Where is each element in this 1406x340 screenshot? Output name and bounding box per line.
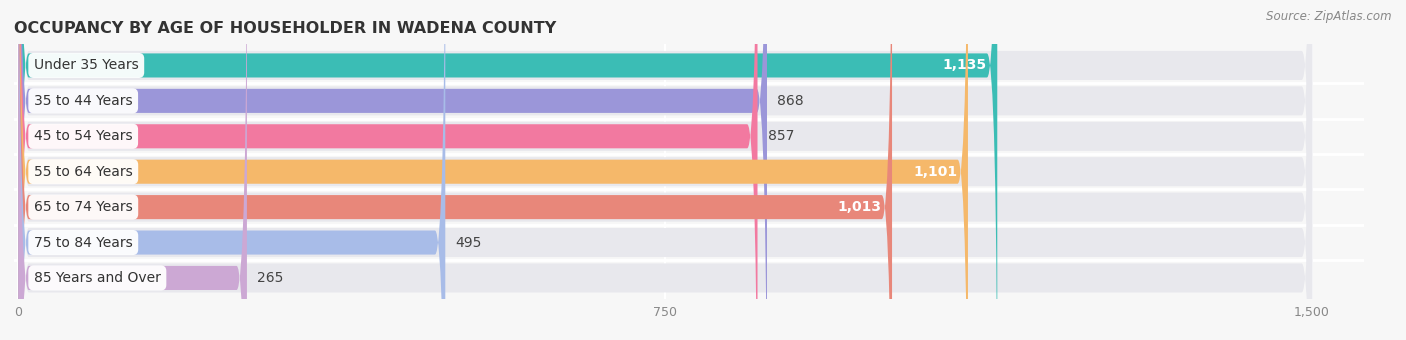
- FancyBboxPatch shape: [18, 0, 1312, 340]
- FancyBboxPatch shape: [18, 0, 1312, 340]
- Text: 45 to 54 Years: 45 to 54 Years: [34, 129, 132, 143]
- FancyBboxPatch shape: [18, 0, 1312, 340]
- FancyBboxPatch shape: [18, 0, 768, 340]
- Text: Under 35 Years: Under 35 Years: [34, 58, 139, 72]
- FancyBboxPatch shape: [18, 0, 1312, 340]
- Text: 1,101: 1,101: [914, 165, 957, 179]
- FancyBboxPatch shape: [18, 0, 997, 340]
- Text: OCCUPANCY BY AGE OF HOUSEHOLDER IN WADENA COUNTY: OCCUPANCY BY AGE OF HOUSEHOLDER IN WADEN…: [14, 21, 557, 36]
- FancyBboxPatch shape: [18, 0, 758, 340]
- Text: 75 to 84 Years: 75 to 84 Years: [34, 236, 132, 250]
- Text: 35 to 44 Years: 35 to 44 Years: [34, 94, 132, 108]
- FancyBboxPatch shape: [18, 0, 1312, 340]
- FancyBboxPatch shape: [18, 0, 247, 340]
- Text: 495: 495: [456, 236, 482, 250]
- Text: 85 Years and Over: 85 Years and Over: [34, 271, 160, 285]
- Text: 868: 868: [778, 94, 804, 108]
- Text: 857: 857: [768, 129, 794, 143]
- FancyBboxPatch shape: [18, 0, 891, 340]
- FancyBboxPatch shape: [18, 0, 1312, 340]
- Text: 1,135: 1,135: [943, 58, 987, 72]
- Text: 1,013: 1,013: [838, 200, 882, 214]
- Text: 65 to 74 Years: 65 to 74 Years: [34, 200, 132, 214]
- FancyBboxPatch shape: [18, 0, 1312, 340]
- Text: 55 to 64 Years: 55 to 64 Years: [34, 165, 132, 179]
- Text: Source: ZipAtlas.com: Source: ZipAtlas.com: [1267, 10, 1392, 23]
- FancyBboxPatch shape: [18, 0, 446, 340]
- Text: 265: 265: [257, 271, 284, 285]
- FancyBboxPatch shape: [18, 0, 967, 340]
